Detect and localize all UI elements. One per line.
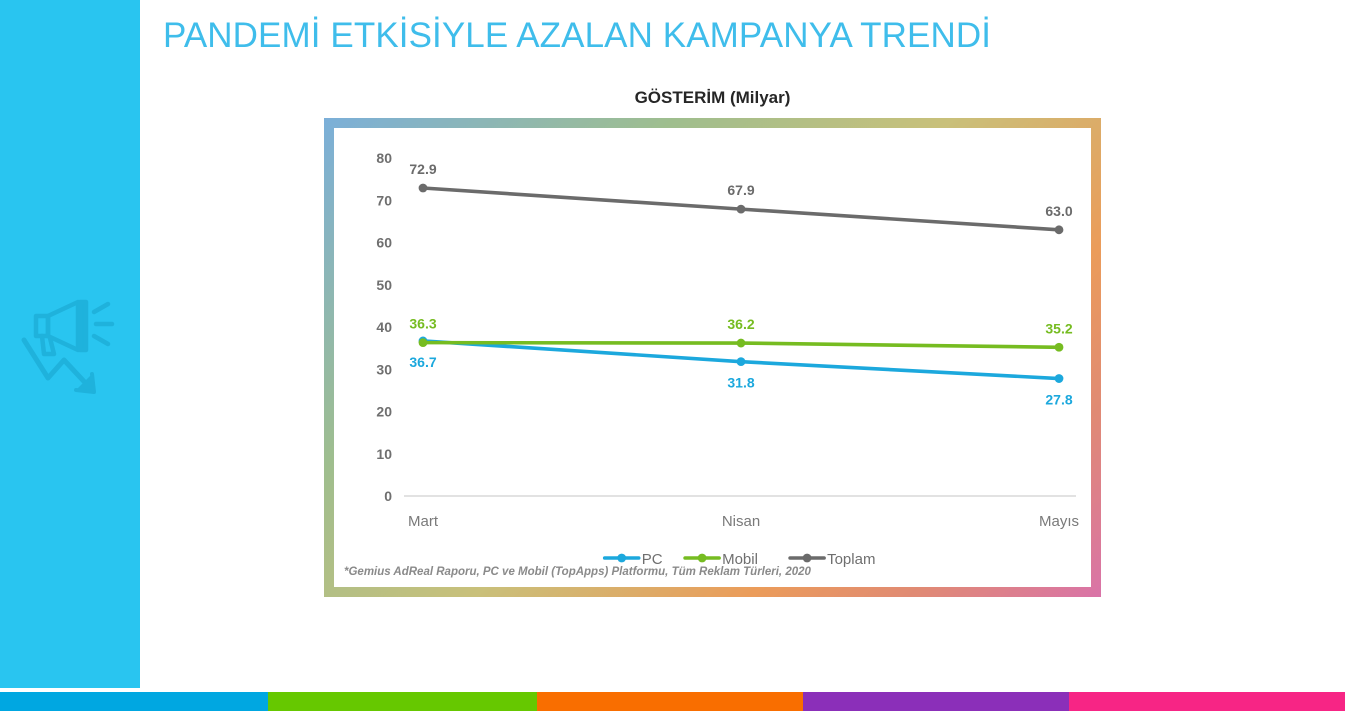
data-point: [1054, 374, 1064, 383]
legend-marker-dot: [802, 553, 812, 563]
y-axis-tick-label: 80: [376, 150, 392, 166]
y-axis-tick-label: 0: [384, 488, 392, 504]
series-pc: 36.7 31.8 27.8: [409, 336, 1073, 408]
data-point: [1054, 225, 1064, 235]
bottom-bar-segment-green: [268, 692, 537, 711]
x-axis-category-label: Nisan: [722, 513, 760, 530]
y-axis-tick-label: 40: [376, 319, 392, 335]
bottom-bar-segment-pink: [1069, 692, 1345, 711]
data-point: [418, 338, 428, 348]
data-point: [418, 183, 428, 193]
series-toplam: 72.9 67.9 63.0: [409, 161, 1073, 235]
y-axis-tick-label: 20: [376, 404, 392, 420]
data-label: 36.3: [409, 316, 436, 332]
bottom-bar-segment-blue: [0, 692, 268, 711]
data-label: 31.8: [727, 375, 754, 391]
left-accent-panel: [0, 0, 140, 688]
bottom-bar-segment-purple: [803, 692, 1069, 711]
line-chart-plot: 0 10 20 30 40 50 60 70 80 Mart Nisan Mayıs 36.7 31.8 2…: [376, 150, 1079, 568]
x-axis-category-label: Mart: [408, 513, 439, 530]
megaphone-declining-arrow-icon: [21, 299, 115, 394]
legend-marker-dot: [697, 553, 707, 563]
legend-marker-dot: [617, 553, 627, 563]
x-axis-category-label: Mayıs: [1039, 513, 1079, 530]
chart-canvas: 0 10 20 30 40 50 60 70 80 Mart Nisan Mayıs 36.7 31.8 2…: [334, 128, 1091, 587]
data-label: 35.2: [1045, 320, 1072, 336]
y-axis-tick-label: 60: [376, 235, 392, 251]
series-mobil: 36.3 36.2 35.2: [409, 316, 1073, 352]
page-title: PANDEMİ ETKİSİYLE AZALAN KAMPANYA TRENDİ: [163, 16, 992, 55]
data-point: [736, 338, 746, 348]
data-point: [1054, 342, 1064, 352]
data-label: 67.9: [727, 182, 754, 198]
chart-legend: PC Mobil Toplam: [602, 551, 875, 568]
bottom-bar-segment-orange: [537, 692, 803, 711]
data-label: 72.9: [409, 161, 436, 177]
chart-title: GÖSTERİM (Milyar): [634, 88, 791, 107]
data-point: [736, 357, 746, 367]
chart-card: 0 10 20 30 40 50 60 70 80 Mart Nisan Mayıs 36.7 31.8 2…: [324, 118, 1101, 597]
y-axis-tick-label: 70: [376, 192, 392, 208]
data-label: 63.0: [1045, 203, 1072, 219]
data-label: 27.8: [1045, 392, 1072, 408]
bottom-color-bar: [0, 692, 1345, 711]
legend-label: Toplam: [827, 551, 875, 568]
y-axis-tick-label: 10: [376, 446, 392, 462]
legend-label: PC: [642, 551, 663, 568]
y-axis-tick-label: 30: [376, 361, 392, 377]
data-label: 36.7: [409, 354, 436, 370]
y-axis-tick-label: 50: [376, 277, 392, 293]
chart-footnote: *Gemius AdReal Raporu, PC ve Mobil (TopA…: [344, 566, 811, 578]
data-point: [736, 204, 746, 214]
data-label: 36.2: [727, 316, 754, 332]
legend-label: Mobil: [722, 551, 758, 568]
